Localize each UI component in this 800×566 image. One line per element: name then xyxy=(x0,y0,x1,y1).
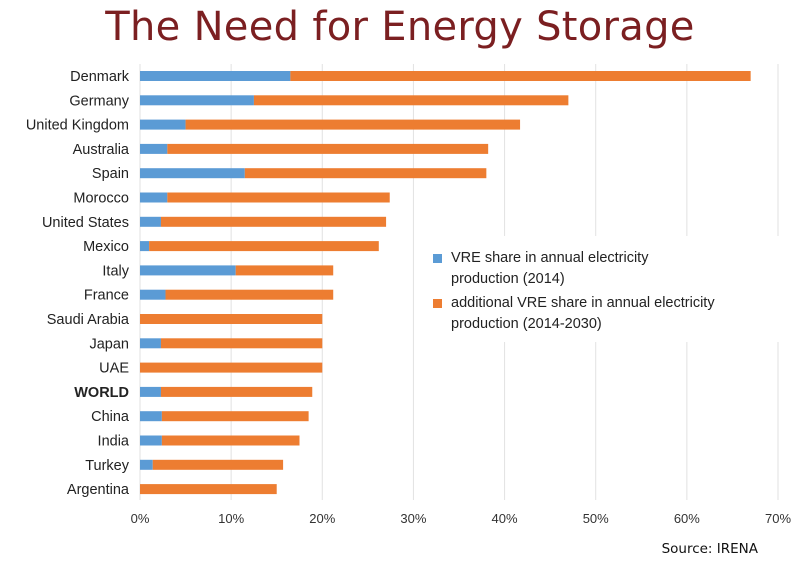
category-label: Morocco xyxy=(73,191,129,207)
bar-segment-additional-vre xyxy=(235,265,334,276)
bar-segment-vre-2014 xyxy=(140,435,162,446)
category-label: Japan xyxy=(89,336,129,352)
category-label: France xyxy=(84,288,129,304)
x-tick-label: 10% xyxy=(218,511,244,526)
bar-segment-vre-2014 xyxy=(140,338,161,349)
x-tick-label: 0% xyxy=(131,511,150,526)
category-label: India xyxy=(98,434,130,450)
category-label: Mexico xyxy=(83,239,129,255)
category-label: Australia xyxy=(73,142,130,158)
legend-swatch xyxy=(433,254,442,263)
category-label: United States xyxy=(42,215,129,231)
category-label: Spain xyxy=(92,166,129,182)
x-tick-label: 20% xyxy=(309,511,335,526)
x-tick-label: 50% xyxy=(583,511,609,526)
bar-segment-vre-2014 xyxy=(140,168,245,179)
bar-segment-vre-2014 xyxy=(140,192,168,203)
category-label: China xyxy=(91,409,130,425)
legend-swatch xyxy=(433,299,442,308)
category-label: Turkey xyxy=(85,458,130,474)
bar-segment-additional-vre xyxy=(161,411,309,422)
bar-segment-additional-vre xyxy=(152,459,284,470)
bar-segment-additional-vre xyxy=(140,484,277,495)
source-note: Source: IRENA xyxy=(661,541,758,557)
category-label: Saudi Arabia xyxy=(47,312,130,328)
bar-segment-additional-vre xyxy=(160,338,323,349)
legend-label: VRE share in annual electricity productio… xyxy=(451,250,649,287)
x-tick-label: 40% xyxy=(492,511,518,526)
bar-segment-vre-2014 xyxy=(140,119,186,130)
legend-background xyxy=(420,236,780,342)
x-tick-label: 60% xyxy=(674,511,700,526)
x-tick-label: 30% xyxy=(400,511,426,526)
bar-segment-additional-vre xyxy=(167,192,390,203)
bar-segment-vre-2014 xyxy=(140,411,162,422)
bar-segment-additional-vre xyxy=(160,386,313,397)
bar-segment-vre-2014 xyxy=(140,71,291,81)
bar-segment-vre-2014 xyxy=(140,386,161,397)
bar-segment-vre-2014 xyxy=(140,289,166,300)
chart-title: The Need for Energy Storage xyxy=(105,4,695,50)
bar-segment-additional-vre xyxy=(140,314,323,324)
legend-label: additional VRE share in annual electrici… xyxy=(451,295,715,332)
legend: VRE share in annual electricity productio… xyxy=(420,236,780,342)
bar-segment-vre-2014 xyxy=(140,143,168,154)
bar-segment-additional-vre xyxy=(253,95,569,106)
bar-segment-vre-2014 xyxy=(140,241,150,252)
bar-segment-additional-vre xyxy=(161,435,300,446)
x-tick-label: 70% xyxy=(765,511,791,526)
category-label: WORLD xyxy=(74,385,129,401)
category-label: UAE xyxy=(99,361,129,377)
bar-segment-additional-vre xyxy=(165,289,334,300)
category-label: United Kingdom xyxy=(26,118,129,134)
bar-segment-additional-vre xyxy=(290,71,751,81)
category-label: Italy xyxy=(102,263,129,279)
bar-segment-additional-vre xyxy=(185,119,521,130)
bar-segment-additional-vre xyxy=(149,241,379,252)
bar-segment-vre-2014 xyxy=(140,459,153,470)
category-labels: Denmark Germany United Kingdom Australia Spa… xyxy=(26,69,130,498)
x-axis-ticks: 0% 10% 20% 30% 40% 50% 60% 70% xyxy=(131,511,792,526)
bar-segment-additional-vre xyxy=(167,143,489,154)
bar-segment-vre-2014 xyxy=(140,216,161,227)
category-label: Argentina xyxy=(67,482,130,498)
bar-segment-additional-vre xyxy=(140,362,323,373)
bar-segment-additional-vre xyxy=(160,216,387,227)
bar-segment-vre-2014 xyxy=(140,95,254,106)
bar-segment-vre-2014 xyxy=(140,265,236,276)
bar-segment-additional-vre xyxy=(244,168,487,179)
bars xyxy=(140,71,751,495)
category-label: Germany xyxy=(69,93,129,109)
category-label: Denmark xyxy=(70,69,130,85)
